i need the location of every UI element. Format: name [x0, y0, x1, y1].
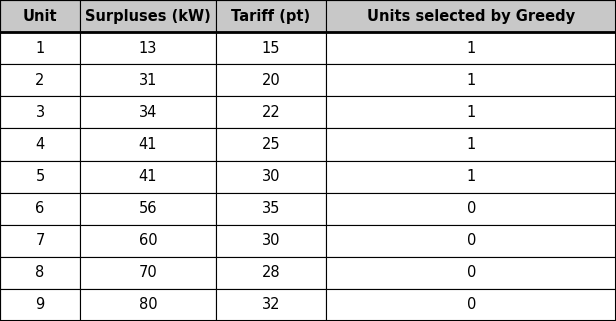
Text: 80: 80 [139, 298, 157, 312]
Bar [326, 193, 616, 225]
Text: Tariff (pt): Tariff (pt) [232, 9, 310, 23]
Text: 1: 1 [35, 41, 45, 56]
Text: 5: 5 [35, 169, 45, 184]
Bar [0, 64, 80, 96]
Text: 70: 70 [139, 265, 157, 280]
Bar [216, 257, 326, 289]
Bar [216, 289, 326, 321]
Bar [326, 64, 616, 96]
Text: 0: 0 [466, 298, 476, 312]
Text: 1: 1 [466, 137, 476, 152]
Bar [326, 257, 616, 289]
Text: 35: 35 [262, 201, 280, 216]
Text: 0: 0 [466, 265, 476, 280]
Bar [0, 96, 80, 128]
Text: 1: 1 [466, 105, 476, 120]
Text: 32: 32 [262, 298, 280, 312]
Text: 1: 1 [466, 41, 476, 56]
Text: 60: 60 [139, 233, 157, 248]
Bar [80, 96, 216, 128]
Text: 4: 4 [35, 137, 45, 152]
Text: 30: 30 [262, 169, 280, 184]
Bar [326, 160, 616, 193]
Text: 7: 7 [35, 233, 45, 248]
Bar [80, 193, 216, 225]
Text: Units selected by Greedy: Units selected by Greedy [367, 9, 575, 23]
Text: 6: 6 [35, 201, 45, 216]
Bar [216, 160, 326, 193]
Bar [80, 257, 216, 289]
Bar [216, 193, 326, 225]
Bar [0, 0, 80, 32]
Text: 41: 41 [139, 169, 157, 184]
Bar [216, 0, 326, 32]
Text: 8: 8 [35, 265, 45, 280]
Bar [326, 225, 616, 257]
Text: 0: 0 [466, 233, 476, 248]
Text: Surpluses (kW): Surpluses (kW) [85, 9, 211, 23]
Bar [0, 257, 80, 289]
Bar [326, 96, 616, 128]
Bar [80, 64, 216, 96]
Bar [0, 289, 80, 321]
Bar [216, 32, 326, 64]
Bar [80, 32, 216, 64]
Bar [80, 0, 216, 32]
Text: 22: 22 [262, 105, 280, 120]
Bar [216, 96, 326, 128]
Text: 28: 28 [262, 265, 280, 280]
Text: 2: 2 [35, 73, 45, 88]
Text: 1: 1 [466, 169, 476, 184]
Bar [326, 128, 616, 160]
Text: 0: 0 [466, 201, 476, 216]
Text: 41: 41 [139, 137, 157, 152]
Text: 20: 20 [262, 73, 280, 88]
Bar [326, 32, 616, 64]
Text: 1: 1 [466, 73, 476, 88]
Text: 9: 9 [35, 298, 45, 312]
Bar [0, 160, 80, 193]
Bar [0, 225, 80, 257]
Text: 15: 15 [262, 41, 280, 56]
Bar [326, 0, 616, 32]
Bar [216, 225, 326, 257]
Text: 3: 3 [36, 105, 44, 120]
Bar [0, 32, 80, 64]
Text: 30: 30 [262, 233, 280, 248]
Text: 31: 31 [139, 73, 157, 88]
Bar [80, 160, 216, 193]
Bar [80, 225, 216, 257]
Text: 13: 13 [139, 41, 157, 56]
Bar [80, 289, 216, 321]
Bar [80, 128, 216, 160]
Bar [0, 128, 80, 160]
Text: Unit: Unit [23, 9, 57, 23]
Bar [216, 128, 326, 160]
Bar [326, 289, 616, 321]
Bar [0, 193, 80, 225]
Text: 25: 25 [262, 137, 280, 152]
Bar [216, 64, 326, 96]
Text: 56: 56 [139, 201, 157, 216]
Text: 34: 34 [139, 105, 157, 120]
